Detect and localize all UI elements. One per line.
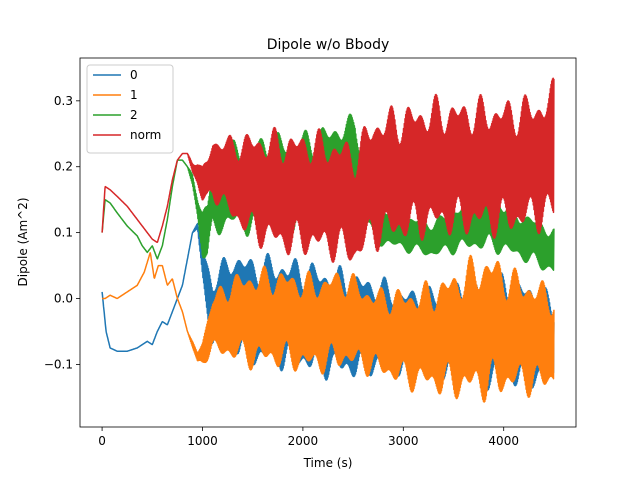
x-axis: 0 1000 2000 3000 4000 — [98, 427, 519, 448]
legend-label: norm — [130, 128, 161, 142]
y-axis-label: Dipole (Am^2) — [16, 197, 30, 286]
legend: 0 1 2 norm — [86, 64, 174, 154]
x-tick-label: 1000 — [187, 434, 218, 448]
y-tick-label: 0.2 — [54, 160, 73, 174]
legend-label: 1 — [130, 88, 138, 102]
y-axis: −0.1 0.0 0.1 0.2 0.3 — [44, 94, 80, 371]
chart-title: Dipole w/o Bbody — [267, 37, 390, 53]
x-tick-label: 2000 — [288, 434, 319, 448]
legend-label: 2 — [130, 108, 138, 122]
plot-frame — [79, 57, 577, 428]
y-tick-label: −0.1 — [44, 357, 73, 371]
x-axis-label: Time (s) — [303, 456, 353, 470]
x-tick-label: 0 — [98, 434, 106, 448]
y-tick-label: 0.0 — [54, 292, 73, 306]
y-tick-label: 0.1 — [54, 226, 73, 240]
y-tick-label: 0.3 — [54, 94, 73, 108]
series-line-norm — [101, 77, 555, 264]
x-tick-label: 4000 — [488, 434, 519, 448]
x-tick-label: 3000 — [388, 434, 419, 448]
legend-box — [86, 64, 174, 154]
series-line-1 — [101, 252, 555, 403]
series-layer — [101, 77, 555, 403]
legend-label: 0 — [130, 68, 138, 82]
